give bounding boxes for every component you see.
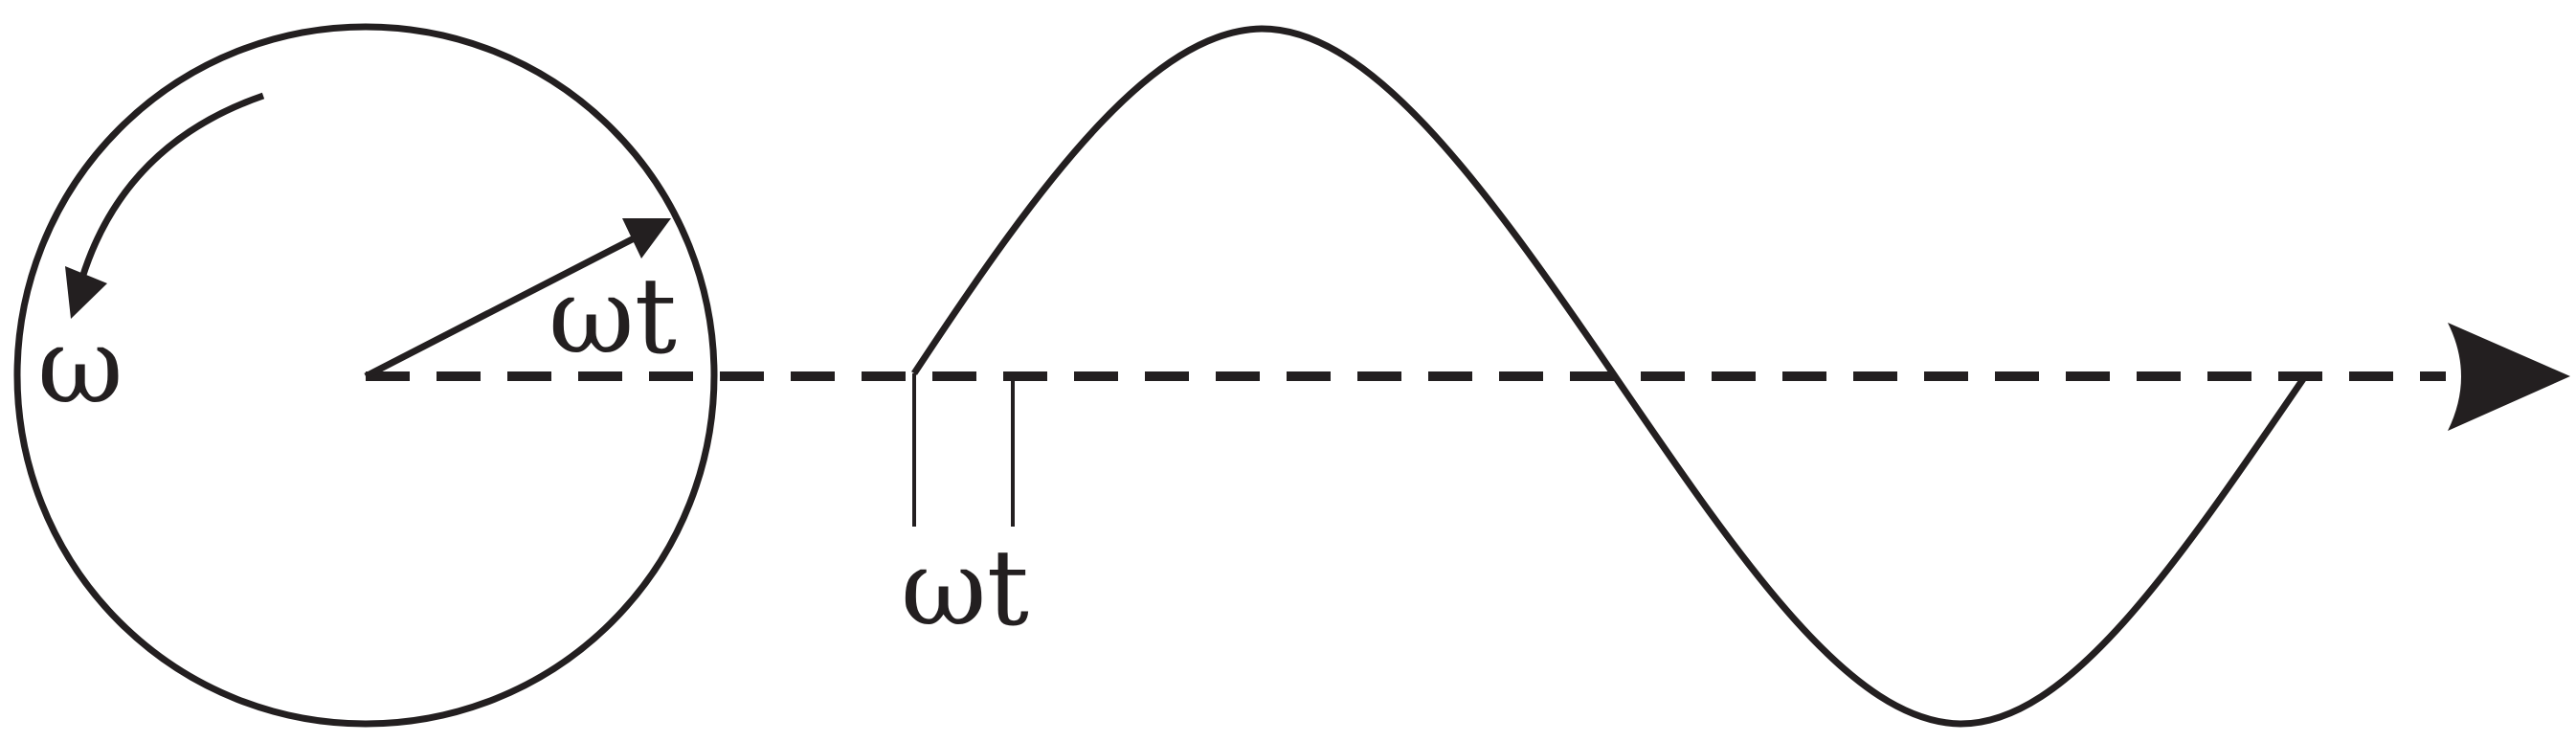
sine-wave (911, 25, 2310, 728)
phasor-vector-arrowhead-icon (622, 218, 671, 259)
omega-label: ω (37, 304, 123, 427)
phasor-circle (13, 23, 718, 728)
omega-t-vector-label: ωt (549, 255, 677, 377)
rotation-arrowhead-icon (65, 266, 107, 319)
rotation-arc (78, 92, 265, 280)
phasor-vector (364, 231, 643, 380)
axis-arrowhead-icon (2448, 323, 2570, 431)
omega-t-axis-label: ωt (901, 527, 1029, 649)
